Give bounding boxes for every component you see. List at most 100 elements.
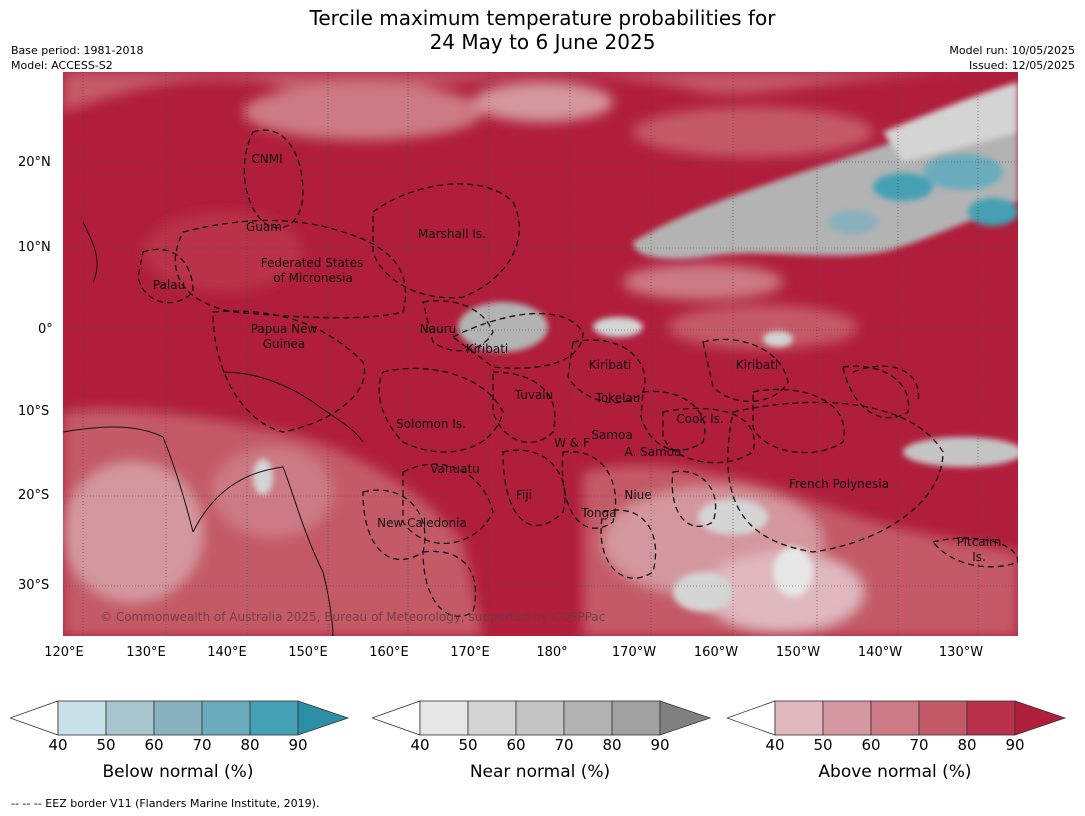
place-label-png-line2: Guinea xyxy=(262,337,306,351)
place-label-tuvalu: Tuvalu xyxy=(514,388,554,402)
title-line-1: Tercile maximum temperature probabilitie… xyxy=(309,6,776,30)
colorbar-below-over xyxy=(297,700,350,736)
coastlines xyxy=(63,221,364,636)
colorbar-near-title: Near normal (%) xyxy=(469,762,611,782)
colorbar-below-tick-90: 90 xyxy=(288,736,308,754)
meta-right: Model run: 10/05/2025 Issued: 12/05/2025 xyxy=(949,43,1075,73)
colorbar-near-tick-60: 60 xyxy=(506,736,526,754)
colorbar-near-tick-80: 80 xyxy=(602,736,622,754)
place-label-wallis-futuna: W & F xyxy=(554,436,590,450)
title-line-2: 24 May to 6 June 2025 xyxy=(429,30,656,54)
colorbar-below-40-50 xyxy=(57,700,107,736)
place-label-kiribati-central: Kiribati xyxy=(588,358,632,372)
place-label-pitcairn-line1: Pitcairn xyxy=(956,535,1002,549)
colorbar-below-tick-50: 50 xyxy=(96,736,116,754)
place-label-marshall-is: Marshall Is. xyxy=(418,227,486,241)
base-period: Base period: 1981-2018 xyxy=(11,44,144,57)
place-label-palau: Palau xyxy=(152,278,186,292)
lon-label-140w: 140°W xyxy=(857,645,903,660)
place-label-nauru: Nauru xyxy=(419,322,457,336)
colorbar-near-tick-90: 90 xyxy=(650,736,670,754)
probability-map xyxy=(63,72,1018,636)
colorbar-near-60-70 xyxy=(515,700,565,736)
colorbar-above-under xyxy=(727,700,776,736)
colorbar-above-title: Above normal (%) xyxy=(818,762,972,782)
colorbar-below-tick-80: 80 xyxy=(240,736,260,754)
colorbar-below-tick-70: 70 xyxy=(192,736,212,754)
lon-label-180: 180° xyxy=(536,645,568,660)
colorbar-above-tick-40: 40 xyxy=(765,736,785,754)
colorbar-above-50-60 xyxy=(822,700,872,736)
place-label-cnmi: CNMI xyxy=(251,152,283,166)
colorbar-below-70-80 xyxy=(201,700,251,736)
graticule xyxy=(63,72,1018,636)
colorbar-above-70-80 xyxy=(918,700,968,736)
lat-label-10s: 10°S xyxy=(18,404,50,419)
lon-label-170w: 170°W xyxy=(611,645,657,660)
colorbar-near-80-90 xyxy=(611,700,661,736)
lon-label-170e: 170°E xyxy=(450,645,490,660)
place-label-fsm-line2: of Micronesia xyxy=(273,271,353,285)
place-label-kiribati-east: Kiribati xyxy=(735,358,779,372)
colorbar-below-title: Below normal (%) xyxy=(102,762,254,782)
colorbar-near-tick-70: 70 xyxy=(554,736,574,754)
model-name: Model: ACCESS-S2 xyxy=(11,59,113,72)
colorbar-above-80-90 xyxy=(966,700,1016,736)
lat-label-20s: 20°S xyxy=(18,488,50,503)
above-normal-light-regions xyxy=(63,72,1018,636)
colorbar-above-normal-bar xyxy=(727,700,1067,736)
colorbar-above-40-50 xyxy=(774,700,824,736)
colorbar-near-over xyxy=(659,700,712,736)
lat-label-equator: 0° xyxy=(38,322,53,337)
issued-date: Issued: 12/05/2025 xyxy=(968,59,1075,72)
colorbar-near-40-50 xyxy=(419,700,469,736)
place-label-niue: Niue xyxy=(624,488,652,502)
place-label-new-caledonia: New Caledonia xyxy=(377,516,467,530)
colorbar-below-normal-bar xyxy=(10,700,350,736)
eez-footnote: -- -- -- EEZ border V11 (Flanders Marine… xyxy=(11,797,320,810)
colorbar-below-tick-40: 40 xyxy=(48,736,68,754)
place-label-cook-is: Cook Is. xyxy=(676,412,724,426)
place-label-samoa: Samoa xyxy=(591,428,633,442)
place-label-vanuatu: Vanuatu xyxy=(430,462,480,476)
place-label-tonga: Tonga xyxy=(581,506,617,520)
map-canvas xyxy=(63,72,1018,636)
colorbar-below-60-70 xyxy=(153,700,203,736)
colorbar-above-tick-90: 90 xyxy=(1005,736,1025,754)
colorbar-below-under xyxy=(10,700,59,736)
copyright-notice: © Commonwealth of Australia 2025, Bureau… xyxy=(100,610,606,624)
colorbar-above-over xyxy=(1014,700,1067,736)
lat-label-30s: 30°S xyxy=(18,578,50,593)
lat-label-20n: 20°N xyxy=(18,155,51,170)
place-label-fiji: Fiji xyxy=(515,488,533,502)
colorbar-below-tick-60: 60 xyxy=(144,736,164,754)
colorbar-above-tick-70: 70 xyxy=(909,736,929,754)
colorbar-near-tick-50: 50 xyxy=(458,736,478,754)
place-label-solomon-is: Solomon Is. xyxy=(396,417,466,431)
place-label-fsm-line1: Federated States xyxy=(260,256,364,270)
lon-label-160w: 160°W xyxy=(693,645,739,660)
colorbar-near-normal-bar xyxy=(372,700,712,736)
model-run: Model run: 10/05/2025 xyxy=(949,44,1075,57)
meta-left: Base period: 1981-2018 Model: ACCESS-S2 xyxy=(11,43,143,73)
place-label-guam: Guam xyxy=(246,220,282,234)
near-normal-regions xyxy=(253,82,1018,612)
lon-label-130e: 130°E xyxy=(126,645,166,660)
place-label-french-polynesia: French Polynesia xyxy=(788,477,890,491)
lon-label-150e: 150°E xyxy=(288,645,328,660)
colorbar-below-80-90 xyxy=(249,700,299,736)
place-label-png-line1: Papua New xyxy=(250,322,318,336)
colorbar-above-tick-60: 60 xyxy=(861,736,881,754)
colorbar-near-70-80 xyxy=(563,700,613,736)
colorbar-below-50-60 xyxy=(105,700,155,736)
place-label-kiribati-west: Kiribati xyxy=(465,342,509,356)
place-label-american-samoa: A. Samoa xyxy=(624,445,682,459)
colorbar-above-tick-80: 80 xyxy=(957,736,977,754)
lon-label-120e: 120°E xyxy=(44,645,84,660)
lon-label-130w: 130°W xyxy=(938,645,984,660)
map-title: Tercile maximum temperature probabilitie… xyxy=(0,6,1085,54)
colorbar-above-tick-50: 50 xyxy=(813,736,833,754)
eez-borders xyxy=(137,129,1018,617)
colorbar-above-60-70 xyxy=(870,700,920,736)
colorbar-near-under xyxy=(372,700,421,736)
